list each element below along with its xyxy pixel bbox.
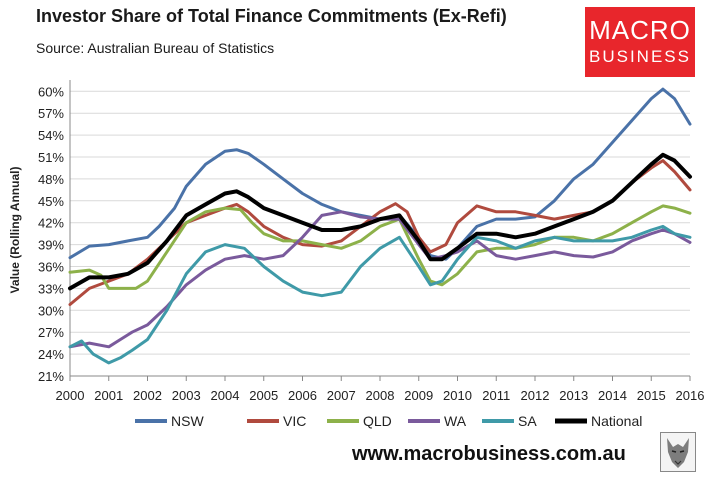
y-tick-label: 57% xyxy=(38,106,64,121)
y-tick-label: 42% xyxy=(38,216,64,231)
y-tick-label: 21% xyxy=(38,369,64,384)
y-tick-label: 48% xyxy=(38,172,64,187)
legend-label-sa: SA xyxy=(518,413,537,429)
legend-label-qld: QLD xyxy=(363,413,392,429)
x-tick-label: 2002 xyxy=(133,388,162,403)
legend-label-nsw: NSW xyxy=(171,413,204,429)
x-tick-label: 2006 xyxy=(288,388,317,403)
logo-line-1: MACRO xyxy=(589,15,691,45)
x-tick-label: 2014 xyxy=(598,388,627,403)
y-tick-label: 24% xyxy=(38,347,64,362)
website-url: www.macrobusiness.com.au xyxy=(352,443,626,465)
chart-source: Source: Australian Bureau of Statistics xyxy=(36,40,275,56)
y-axis-label: Value (Rolling Annual) xyxy=(8,167,22,294)
x-tick-label: 2009 xyxy=(404,388,433,403)
y-tick-label: 39% xyxy=(38,238,64,253)
legend-label-wa: WA xyxy=(444,413,467,429)
x-tick-label: 2004 xyxy=(211,388,240,403)
x-tick-label: 2015 xyxy=(637,388,666,403)
x-tick-label: 2007 xyxy=(327,388,356,403)
legend-label-national: National xyxy=(591,413,642,429)
x-tick-label: 2013 xyxy=(559,388,588,403)
x-tick-label: 2011 xyxy=(482,388,510,403)
x-tick-label: 2016 xyxy=(676,388,705,403)
y-tick-label: 60% xyxy=(38,84,64,99)
legend-label-vic: VIC xyxy=(283,413,306,429)
y-tick-label: 36% xyxy=(38,260,64,275)
x-tick-label: 2003 xyxy=(172,388,201,403)
series-line-nsw xyxy=(68,87,692,261)
x-tick-label: 2000 xyxy=(56,388,85,403)
x-tick-label: 2012 xyxy=(521,388,550,403)
wolf-icon xyxy=(660,432,696,472)
x-tick-label: 2010 xyxy=(443,388,472,403)
y-tick-label: 33% xyxy=(38,281,64,296)
y-tick-label: 45% xyxy=(38,194,64,209)
series-line-vic xyxy=(68,159,692,306)
x-tick-label: 2001 xyxy=(94,388,123,403)
y-tick-label: 27% xyxy=(38,325,64,340)
y-tick-label: 30% xyxy=(38,303,64,318)
series-line-sa xyxy=(68,224,692,365)
logo-line-2: BUSINESS xyxy=(589,47,691,66)
x-tick-label: 2008 xyxy=(366,388,395,403)
series-line-wa xyxy=(68,210,692,349)
y-tick-label: 51% xyxy=(38,150,64,165)
macrobusiness-logo: MACRO BUSINESS xyxy=(585,7,695,77)
x-tick-label: 2005 xyxy=(249,388,278,403)
series-line-national xyxy=(68,152,692,291)
y-tick-label: 54% xyxy=(38,128,64,143)
chart-title: Investor Share of Total Finance Commitme… xyxy=(36,6,507,26)
